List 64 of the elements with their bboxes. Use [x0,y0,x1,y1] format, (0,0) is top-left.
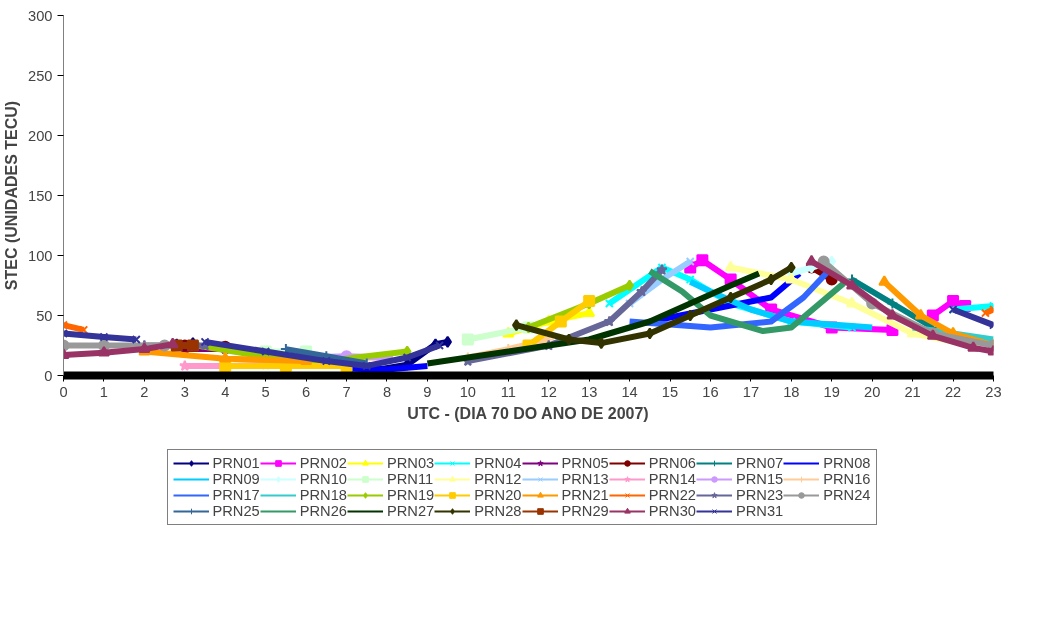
legend-label: PRN18 [299,486,347,503]
legend-label: PRN03 [387,454,435,471]
x-tick-label: 16 [702,383,719,400]
x-tick-label: 2 [140,383,149,400]
x-tick-label: 21 [904,383,921,400]
x-tick-label: 13 [581,383,598,400]
legend-label: PRN17 [212,486,260,503]
y-axis-title: STEC (UNIDADES TECU) [3,100,21,291]
legend-label: PRN19 [387,486,435,503]
x-tick-label: 3 [180,383,189,400]
x-tick-label: 11 [500,383,516,400]
legend-label: PRN24 [823,486,871,503]
x-tick-label: 7 [342,383,351,400]
x-tick-label: 1 [99,383,109,400]
x-tick-label: 8 [382,383,392,400]
legend-label: PRN05 [561,454,609,471]
x-tick-label: 17 [742,383,760,400]
y-tick-label: 200 [28,127,53,144]
legend-label: PRN15 [736,470,784,487]
legend-label: PRN13 [561,470,609,487]
legend-label: PRN30 [648,502,696,519]
legend-label: PRN22 [648,486,696,503]
legend-label: PRN29 [561,502,609,519]
legend-label: PRN28 [474,502,522,519]
legend-label: PRN02 [299,454,347,471]
legend-label: PRN20 [474,486,522,503]
legend-label: PRN12 [474,470,522,487]
x-tick-label: 6 [302,383,311,400]
legend-label: PRN23 [736,486,784,503]
x-tick-label: 9 [423,383,432,400]
x-tick-label: 5 [261,383,270,400]
legend-label: PRN10 [299,470,347,487]
y-tick-label: 250 [28,67,53,84]
legend-label: PRN26 [299,502,347,519]
legend-label: PRN31 [736,502,784,519]
y-tick-label: 100 [28,247,53,264]
x-tick-label: 19 [823,383,840,400]
legend-label: PRN14 [648,470,696,487]
y-tick-label: 50 [36,307,53,324]
legend-label: PRN25 [212,502,260,519]
x-tick-label: 14 [621,383,638,400]
x-tick-label: 0 [59,383,68,400]
y-tick-label: 0 [44,367,53,384]
legend-label: PRN21 [561,486,609,503]
x-tick-label: 12 [540,383,557,400]
legend-label: PRN09 [212,470,260,487]
x-tick-label: 18 [783,383,800,400]
legend-label: PRN27 [387,502,435,519]
legend-label: PRN04 [474,454,522,471]
x-tick-label: 23 [985,383,1002,400]
x-tick-label: 4 [221,383,230,400]
legend-label: PRN16 [823,470,871,487]
x-tick-label: 20 [864,383,881,400]
x-tick-label: 10 [459,383,477,400]
legend-label: PRN08 [823,454,871,471]
x-tick-label: 22 [944,383,962,400]
x-axis-title: UTC - (DIA 70 DO ANO DE 2007) [407,404,649,422]
legend-label: PRN01 [212,454,260,471]
x-tick-label: 15 [661,383,679,400]
y-tick-label: 300 [28,7,53,24]
legend-label: PRN11 [387,470,434,487]
legend-label: PRN07 [736,454,784,471]
y-tick-label: 150 [28,187,53,204]
legend-label: PRN06 [648,454,696,471]
